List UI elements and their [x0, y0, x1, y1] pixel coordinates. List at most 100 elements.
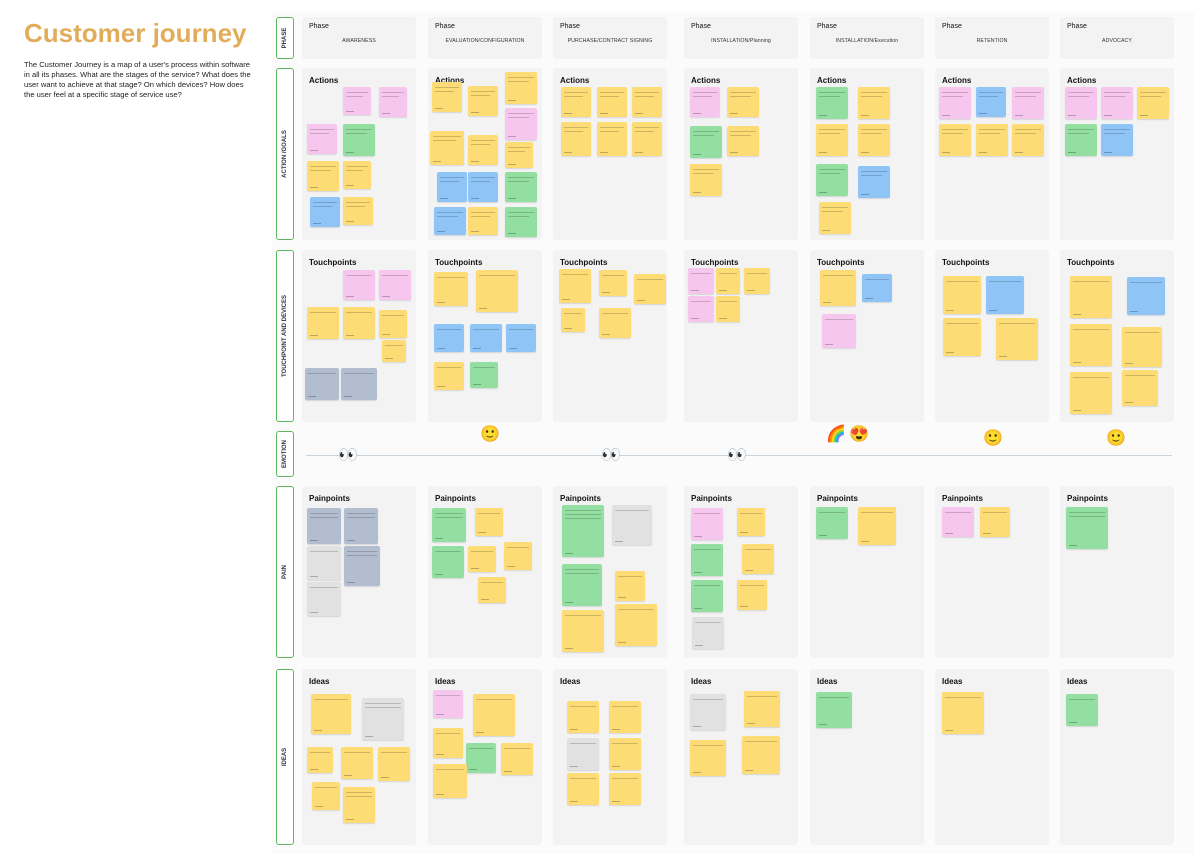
sticky-note[interactable]: [378, 747, 410, 781]
sticky-note[interactable]: [609, 773, 641, 805]
sticky-note[interactable]: [691, 544, 723, 576]
sticky-note[interactable]: [1012, 124, 1044, 156]
sticky-note[interactable]: [1122, 327, 1162, 367]
sticky-note[interactable]: [434, 362, 464, 390]
sticky-note[interactable]: [690, 694, 726, 730]
sticky-note[interactable]: [816, 507, 848, 539]
sticky-note[interactable]: [822, 314, 856, 348]
sticky-note[interactable]: [942, 692, 984, 734]
sticky-note[interactable]: [310, 197, 340, 227]
sticky-note[interactable]: [341, 747, 373, 779]
sticky-note[interactable]: [476, 270, 518, 312]
sticky-note[interactable]: [858, 507, 896, 545]
sticky-note[interactable]: [742, 736, 780, 774]
sticky-note[interactable]: [567, 738, 599, 770]
sticky-note[interactable]: [382, 340, 406, 362]
sticky-note[interactable]: [976, 87, 1006, 117]
sticky-note[interactable]: [468, 546, 496, 572]
sticky-note[interactable]: [858, 124, 890, 156]
sticky-note[interactable]: [468, 172, 498, 202]
sticky-note[interactable]: [615, 604, 657, 646]
sticky-note[interactable]: [858, 87, 890, 119]
sticky-note[interactable]: [996, 318, 1038, 360]
sticky-note[interactable]: [1070, 372, 1112, 414]
sticky-note[interactable]: [559, 269, 591, 303]
phase-cell-retention[interactable]: Phase RETENTION: [935, 17, 1049, 59]
sticky-note[interactable]: [473, 694, 515, 736]
sticky-note[interactable]: [343, 124, 375, 156]
sticky-note[interactable]: [742, 544, 774, 574]
sticky-note[interactable]: [311, 694, 351, 734]
sticky-note[interactable]: [820, 270, 856, 306]
sticky-note[interactable]: [976, 124, 1008, 156]
sticky-note[interactable]: [744, 268, 770, 294]
sticky-note[interactable]: [307, 124, 337, 154]
phase-cell-purchase[interactable]: Phase PURCHASE/CONTRACT SIGNING: [553, 17, 667, 59]
sticky-note[interactable]: [505, 172, 537, 202]
sticky-note[interactable]: [1101, 124, 1133, 156]
sticky-note[interactable]: [986, 276, 1024, 314]
sticky-note[interactable]: [433, 690, 463, 718]
sticky-note[interactable]: [691, 508, 723, 540]
sticky-note[interactable]: [470, 362, 498, 388]
sticky-note[interactable]: [432, 546, 464, 578]
phase-cell-installation-execution[interactable]: Phase INSTALLATION/Execution: [810, 17, 924, 59]
sticky-note[interactable]: [615, 571, 645, 601]
phase-cell-advocacy[interactable]: Phase ADVOCACY: [1060, 17, 1174, 59]
sticky-note[interactable]: [943, 318, 981, 356]
sticky-note[interactable]: [716, 268, 740, 294]
sticky-note[interactable]: [430, 131, 464, 165]
smile-icon[interactable]: 🙂: [1106, 430, 1126, 447]
sticky-note[interactable]: [506, 324, 536, 352]
sticky-note[interactable]: [816, 164, 848, 196]
sticky-note[interactable]: [562, 564, 602, 606]
sticky-note[interactable]: [939, 124, 971, 156]
sticky-note[interactable]: [468, 207, 498, 235]
sticky-note[interactable]: [1065, 124, 1097, 156]
sticky-note[interactable]: [307, 508, 341, 544]
sticky-note[interactable]: [432, 82, 462, 112]
sticky-note[interactable]: [312, 782, 340, 810]
sticky-note[interactable]: [599, 270, 627, 296]
sticky-note[interactable]: [716, 296, 740, 322]
sticky-note[interactable]: [307, 307, 339, 339]
sticky-note[interactable]: [939, 87, 971, 119]
sticky-note[interactable]: [434, 324, 464, 352]
sticky-note[interactable]: [478, 577, 506, 603]
sticky-note[interactable]: [307, 161, 339, 191]
sticky-note[interactable]: [1122, 370, 1158, 406]
sticky-note[interactable]: [379, 310, 407, 338]
sticky-note[interactable]: [432, 508, 466, 542]
sticky-note[interactable]: [343, 197, 373, 225]
sticky-note[interactable]: [475, 508, 503, 536]
sticky-note[interactable]: [1127, 277, 1165, 315]
sticky-note[interactable]: [562, 610, 604, 652]
sticky-note[interactable]: [609, 701, 641, 733]
sticky-note[interactable]: [567, 773, 599, 805]
sticky-note[interactable]: [362, 698, 404, 740]
sticky-note[interactable]: [505, 72, 537, 104]
sticky-note[interactable]: [737, 580, 767, 610]
sticky-note[interactable]: [816, 124, 848, 156]
sticky-note[interactable]: [505, 108, 537, 140]
sticky-note[interactable]: [379, 87, 407, 117]
sticky-note[interactable]: [634, 274, 666, 304]
sticky-note[interactable]: [343, 270, 375, 300]
eyes-icon[interactable]: 👀: [338, 447, 358, 464]
sticky-note[interactable]: [470, 324, 502, 352]
sticky-note[interactable]: [609, 738, 641, 770]
sticky-note[interactable]: [434, 207, 466, 235]
sticky-note[interactable]: [468, 86, 498, 116]
sticky-note[interactable]: [612, 505, 652, 545]
sticky-note[interactable]: [307, 582, 341, 616]
sticky-note[interactable]: [737, 508, 765, 536]
sticky-note[interactable]: [690, 740, 726, 776]
sticky-note[interactable]: [692, 617, 724, 649]
sticky-note[interactable]: [505, 142, 533, 168]
sticky-note[interactable]: [690, 164, 722, 196]
sticky-note[interactable]: [690, 87, 720, 117]
sticky-note[interactable]: [305, 368, 339, 400]
sticky-note[interactable]: [343, 161, 371, 189]
smile-icon[interactable]: 🙂: [983, 430, 1003, 447]
sticky-note[interactable]: [567, 701, 599, 733]
